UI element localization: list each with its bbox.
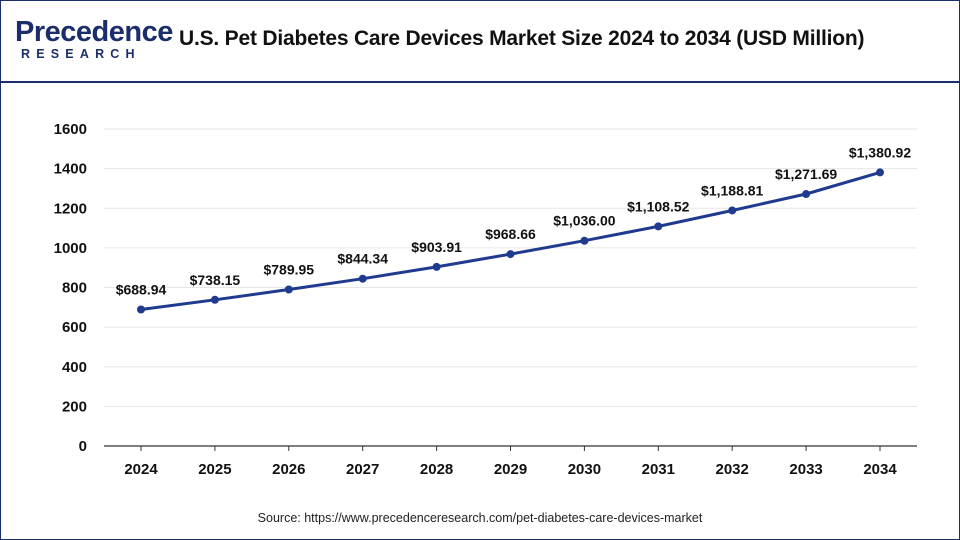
brand-logo: Precedence RESEARCH — [15, 17, 175, 67]
data-label: $738.15 — [190, 272, 241, 288]
y-tick-label: 1400 — [54, 161, 87, 178]
data-label: $688.94 — [116, 282, 167, 298]
data-point — [728, 206, 737, 215]
data-label: $1,188.81 — [701, 182, 763, 198]
x-tick-label: 2024 — [124, 461, 158, 478]
data-point — [137, 305, 145, 314]
y-tick-label: 0 — [79, 438, 87, 455]
data-label: $1,108.52 — [627, 198, 689, 214]
x-tick-label: 2027 — [346, 461, 379, 478]
x-tick-label: 2026 — [272, 461, 305, 478]
data-point — [284, 285, 293, 294]
y-axis-ticks: 0 200 400 600 800 1000 1200 1400 1600 — [54, 121, 87, 455]
y-tick-label: 400 — [62, 359, 87, 376]
source-note: Source: https://www.precedenceresearch.c… — [257, 511, 703, 525]
logo-tagline: RESEARCH — [21, 47, 141, 61]
data-label: $1,380.92 — [849, 144, 911, 160]
x-tick-label: 2031 — [642, 461, 675, 478]
y-tick-label: 600 — [62, 319, 87, 336]
data-point — [210, 295, 219, 304]
x-tick-label: 2029 — [494, 461, 527, 478]
chart-title: U.S. Pet Diabetes Care Devices Market Si… — [179, 27, 865, 50]
data-point — [432, 262, 441, 271]
x-tick-label: 2028 — [420, 461, 453, 478]
y-tick-label: 1000 — [54, 240, 87, 257]
data-label: $1,036.00 — [553, 213, 615, 229]
x-axis: 2024 2025 2026 2027 2028 2029 2030 2031 2032 2033… — [104, 445, 917, 478]
data-points — [137, 168, 884, 314]
x-tick-label: 2033 — [789, 461, 822, 478]
gridlines — [104, 128, 917, 407]
y-tick-label: 800 — [62, 280, 87, 297]
data-point — [358, 274, 367, 283]
x-tick-label: 2030 — [568, 461, 601, 478]
data-label: $789.95 — [263, 261, 314, 277]
logo-wordmark: Precedence — [15, 16, 173, 48]
data-point — [506, 250, 515, 259]
x-tick-label: 2034 — [863, 461, 897, 478]
data-label: $1,271.69 — [775, 166, 837, 182]
data-point — [654, 222, 663, 231]
header: Precedence RESEARCH U.S. Pet Diabetes Ca… — [1, 1, 959, 83]
data-label: $968.66 — [485, 226, 536, 242]
data-label: $903.91 — [411, 239, 462, 255]
data-point — [802, 190, 811, 199]
data-labels: $688.94 $738.15 $789.95 $844.34 $903.91 $968.… — [116, 144, 912, 297]
x-tick-label: 2025 — [198, 461, 231, 478]
data-label: $844.34 — [337, 251, 388, 267]
data-point — [876, 168, 884, 177]
y-tick-label: 1200 — [54, 200, 87, 217]
x-tick-label: 2032 — [716, 461, 749, 478]
data-point — [580, 236, 589, 245]
y-tick-label: 200 — [62, 398, 87, 415]
y-tick-label: 1600 — [54, 121, 87, 138]
